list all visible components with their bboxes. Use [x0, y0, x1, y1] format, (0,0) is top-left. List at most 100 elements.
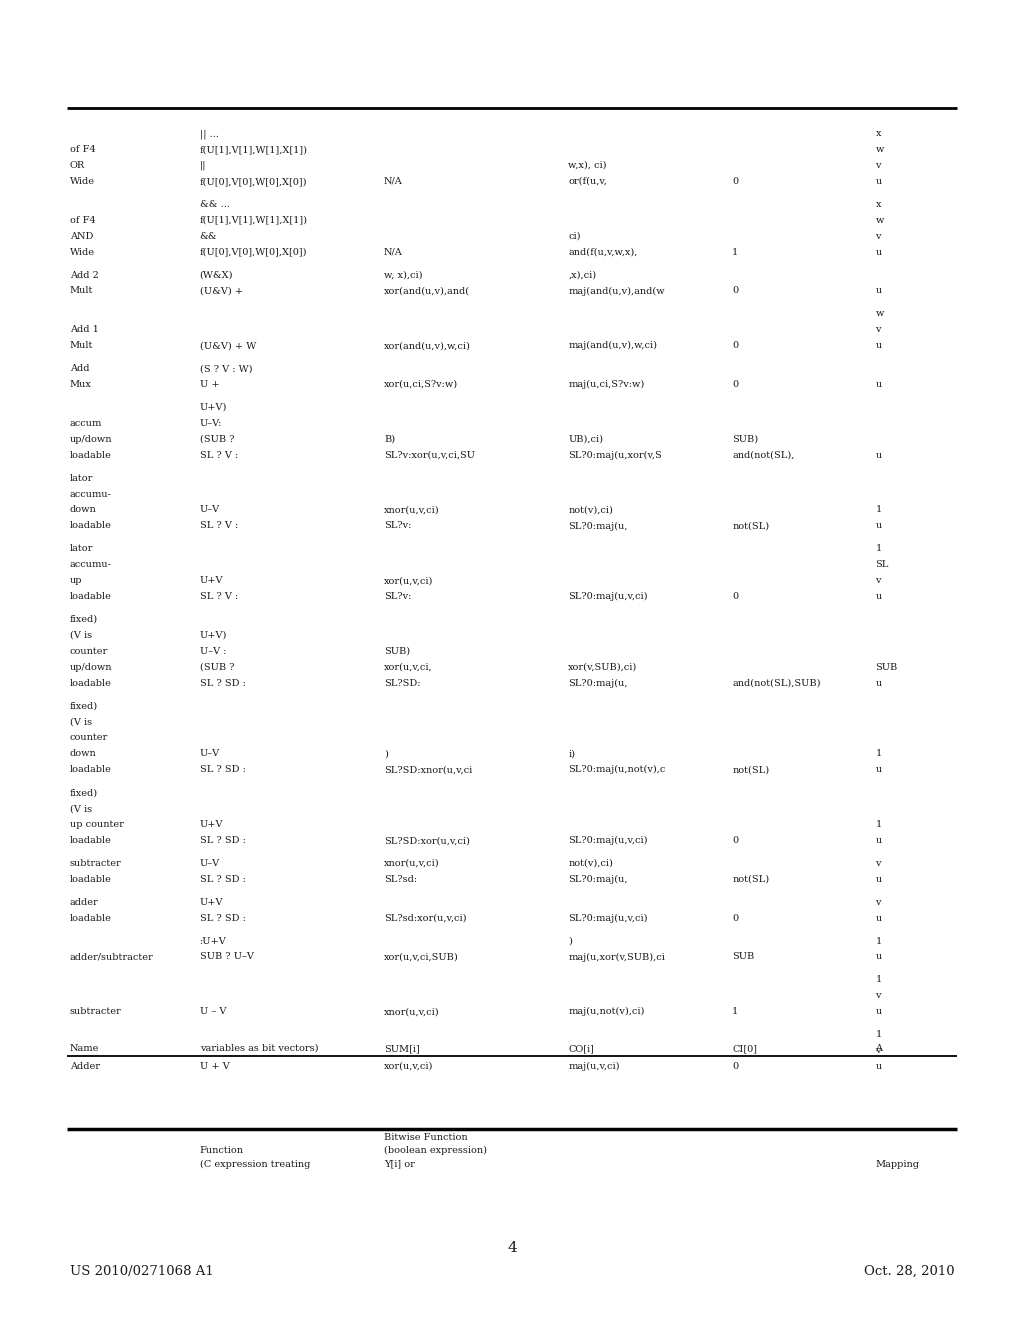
Text: xor(u,ci,S?v:w): xor(u,ci,S?v:w)	[384, 380, 458, 389]
Text: U–V: U–V	[200, 750, 220, 759]
Text: (W&X): (W&X)	[200, 271, 233, 280]
Text: OR: OR	[70, 161, 85, 170]
Text: N/A: N/A	[384, 248, 402, 256]
Text: SL ? SD :: SL ? SD :	[200, 913, 246, 923]
Text: Add 1: Add 1	[70, 325, 98, 334]
Text: SL?v:xor(u,v,ci,SU: SL?v:xor(u,v,ci,SU	[384, 450, 475, 459]
Text: xnor(u,v,ci): xnor(u,v,ci)	[384, 859, 439, 869]
Text: 1: 1	[732, 248, 738, 256]
Text: (V is: (V is	[70, 718, 92, 726]
Text: U+V): U+V)	[200, 403, 227, 412]
Text: SL?sd:xor(u,v,ci): SL?sd:xor(u,v,ci)	[384, 913, 467, 923]
Text: &&: &&	[200, 232, 217, 240]
Text: Y[i] or: Y[i] or	[384, 1159, 415, 1168]
Text: counter: counter	[70, 647, 108, 656]
Text: down: down	[70, 750, 96, 759]
Text: xor(and(u,v),and(: xor(and(u,v),and(	[384, 286, 470, 296]
Text: U–V :: U–V :	[200, 647, 226, 656]
Text: (S ? V : W): (S ? V : W)	[200, 364, 252, 374]
Text: SL?SD:xor(u,v,ci): SL?SD:xor(u,v,ci)	[384, 836, 470, 845]
Text: ): )	[568, 937, 572, 945]
Text: U +: U +	[200, 380, 219, 389]
Text: CI[0]: CI[0]	[732, 1044, 757, 1053]
Text: x: x	[876, 199, 881, 209]
Text: U+V: U+V	[200, 898, 223, 907]
Text: lator: lator	[70, 544, 93, 553]
Text: u: u	[876, 341, 882, 350]
Text: maj(and(u,v),and(w: maj(and(u,v),and(w	[568, 286, 665, 296]
Text: SL ? V :: SL ? V :	[200, 450, 238, 459]
Text: 0: 0	[732, 380, 738, 389]
Text: B): B)	[384, 434, 395, 444]
Text: loadable: loadable	[70, 521, 112, 531]
Text: v: v	[876, 161, 881, 170]
Text: and(not(SL),: and(not(SL),	[732, 450, 795, 459]
Text: (SUB ?: (SUB ?	[200, 434, 234, 444]
Text: or(f(u,v,: or(f(u,v,	[568, 177, 607, 186]
Text: v: v	[876, 991, 881, 1001]
Text: U + V: U + V	[200, 1063, 229, 1071]
Text: Add: Add	[70, 364, 89, 374]
Text: x: x	[876, 129, 881, 139]
Text: Adder: Adder	[70, 1063, 99, 1071]
Text: SL?0:maj(u,v,ci): SL?0:maj(u,v,ci)	[568, 593, 648, 601]
Text: maj(and(u,v),w,ci): maj(and(u,v),w,ci)	[568, 341, 657, 350]
Text: loadable: loadable	[70, 913, 112, 923]
Text: and(f(u,v,w,x),: and(f(u,v,w,x),	[568, 248, 638, 256]
Text: AND: AND	[70, 232, 93, 240]
Text: v: v	[876, 898, 881, 907]
Text: maj(u,xor(v,SUB),ci: maj(u,xor(v,SUB),ci	[568, 953, 666, 961]
Text: SUM[i]: SUM[i]	[384, 1044, 420, 1053]
Text: fixed): fixed)	[70, 615, 97, 624]
Text: 0: 0	[732, 177, 738, 186]
Text: SL?0:maj(u,: SL?0:maj(u,	[568, 875, 628, 884]
Text: SL ? SD :: SL ? SD :	[200, 836, 246, 845]
Text: US 2010/0271068 A1: US 2010/0271068 A1	[70, 1265, 213, 1278]
Text: u: u	[876, 450, 882, 459]
Text: accum: accum	[70, 418, 102, 428]
Text: xor(v,SUB),ci): xor(v,SUB),ci)	[568, 663, 638, 672]
Text: (C expression treating: (C expression treating	[200, 1159, 310, 1168]
Text: up/down: up/down	[70, 663, 113, 672]
Text: 0: 0	[732, 593, 738, 601]
Text: xnor(u,v,ci): xnor(u,v,ci)	[384, 1007, 439, 1016]
Text: SUB ? U–V: SUB ? U–V	[200, 953, 254, 961]
Text: loadable: loadable	[70, 836, 112, 845]
Text: 1: 1	[876, 975, 882, 985]
Text: (SUB ?: (SUB ?	[200, 663, 234, 672]
Text: u: u	[876, 1007, 882, 1016]
Text: Wide: Wide	[70, 177, 94, 186]
Text: SUB): SUB)	[732, 434, 759, 444]
Text: fixed): fixed)	[70, 702, 97, 710]
Text: 1: 1	[876, 750, 882, 759]
Text: SL ? V :: SL ? V :	[200, 521, 238, 531]
Text: SL ? V :: SL ? V :	[200, 593, 238, 601]
Text: SL?0:maj(u,v,ci): SL?0:maj(u,v,ci)	[568, 913, 648, 923]
Text: (V is: (V is	[70, 804, 92, 813]
Text: U–V:: U–V:	[200, 418, 222, 428]
Text: SL?0:maj(u,not(v),c: SL?0:maj(u,not(v),c	[568, 766, 666, 775]
Text: ,x),ci): ,x),ci)	[568, 271, 596, 280]
Text: xor(and(u,v),w,ci): xor(and(u,v),w,ci)	[384, 341, 471, 350]
Text: up counter: up counter	[70, 820, 124, 829]
Text: U–V: U–V	[200, 506, 220, 515]
Text: not(SL): not(SL)	[732, 521, 769, 531]
Text: Mux: Mux	[70, 380, 91, 389]
Text: Add 2: Add 2	[70, 271, 98, 280]
Text: 1: 1	[876, 820, 882, 829]
Text: U+V: U+V	[200, 820, 223, 829]
Text: v: v	[876, 1045, 881, 1055]
Text: SL?sd:: SL?sd:	[384, 875, 417, 884]
Text: (boolean expression): (boolean expression)	[384, 1146, 487, 1155]
Text: not(SL): not(SL)	[732, 875, 769, 884]
Text: 1: 1	[876, 937, 882, 945]
Text: and(not(SL),SUB): and(not(SL),SUB)	[732, 678, 820, 688]
Text: A: A	[876, 1044, 883, 1053]
Text: xor(u,v,ci): xor(u,v,ci)	[384, 576, 433, 585]
Text: SL?0:maj(u,xor(v,S: SL?0:maj(u,xor(v,S	[568, 450, 663, 459]
Text: accumu-: accumu-	[70, 490, 112, 499]
Text: xor(u,v,ci,SUB): xor(u,v,ci,SUB)	[384, 953, 459, 961]
Text: u: u	[876, 593, 882, 601]
Text: down: down	[70, 506, 96, 515]
Text: ||: ||	[200, 161, 206, 170]
